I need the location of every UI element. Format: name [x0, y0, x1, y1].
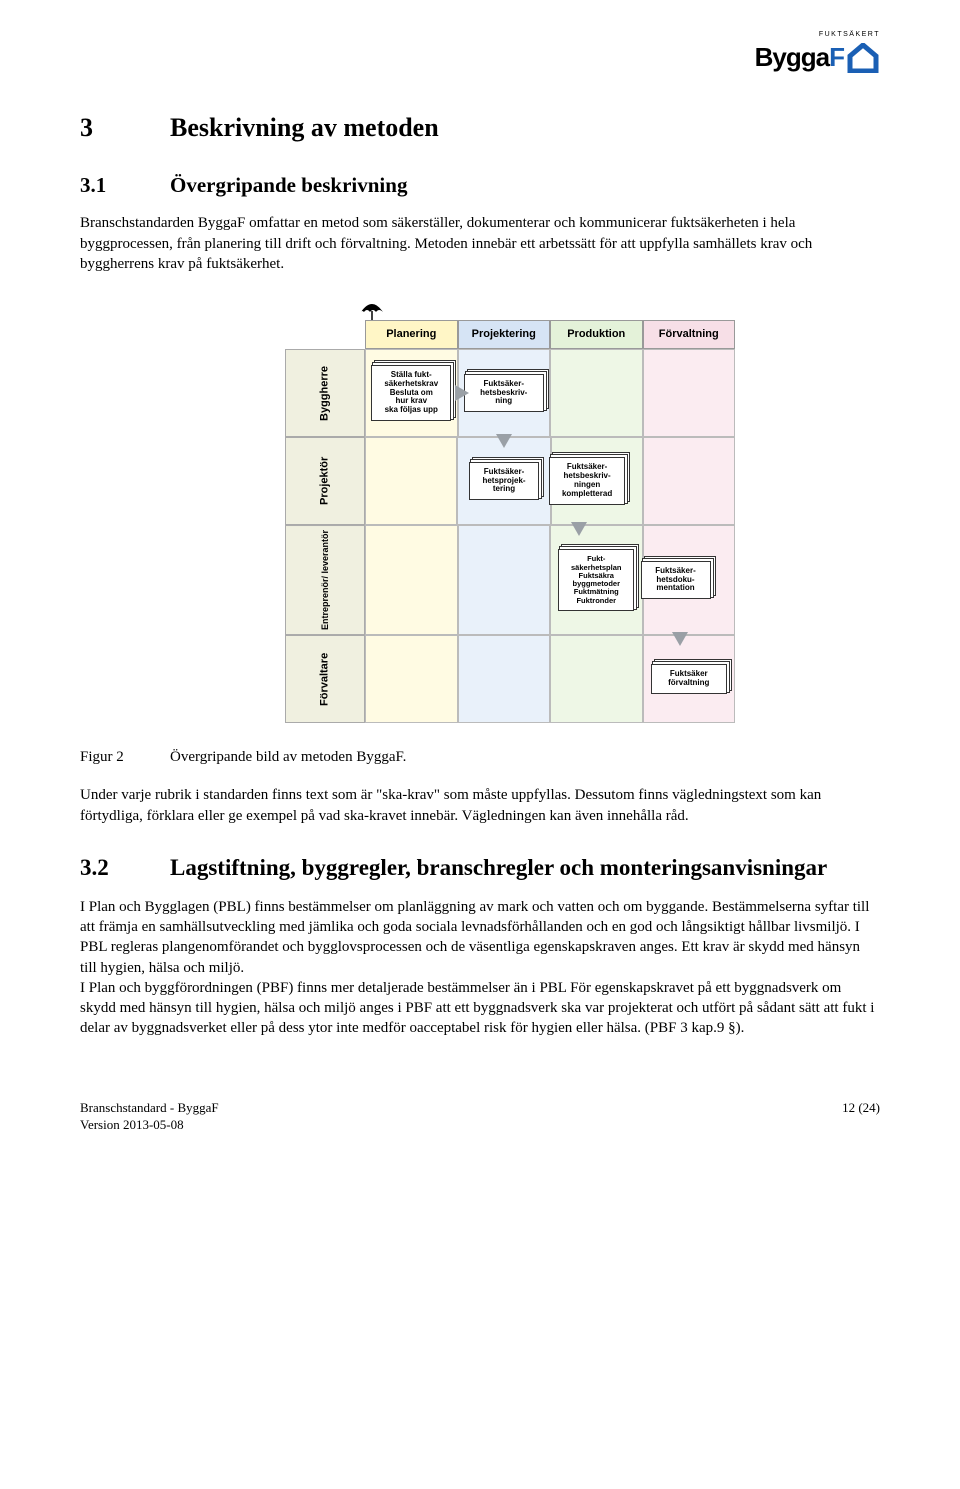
- lane-r1c1: Ställa fukt- säkerhetskrav Besluta om hu…: [365, 349, 458, 437]
- lane-r2c4: [643, 437, 735, 525]
- lane-r3c4: Fuktsäker- hetsdoku- mentation: [643, 525, 736, 635]
- section-3-number: 3: [80, 110, 170, 145]
- swim-row-projektor: ByggaF Rutiner/ Hjälp- medel Projektör F…: [285, 437, 735, 525]
- arrow-right-icon: [455, 385, 469, 401]
- house-icon: [846, 43, 880, 73]
- phase-head-planering: Planering: [365, 320, 458, 349]
- logo-text: ByggaF: [755, 40, 844, 75]
- role-projektor: Projektör: [285, 437, 365, 525]
- logo-part1: Bygga: [755, 42, 829, 72]
- card-beskrivning-kompletterad: Fuktsäker- hetsbeskriv- ningen komplette…: [549, 457, 625, 504]
- role-head-spacer: [285, 320, 365, 349]
- swim-row-forvaltare: ByggaF Rutiner/ Hjälp- medel Förvaltare …: [285, 635, 735, 723]
- section-31-text: Övergripande beskrivning: [170, 173, 407, 197]
- lane-r3c2: [458, 525, 551, 635]
- lane-r4c3: [550, 635, 643, 723]
- lane-r3c1: [365, 525, 458, 635]
- process-diagram: Planering Projektering Produktion Förval…: [225, 300, 735, 723]
- figure-number: Figur 2: [80, 747, 170, 767]
- lane-r4c4: Fuktsäker förvaltning: [643, 635, 736, 723]
- footer-page-number: 12 (24): [842, 1099, 880, 1134]
- section-32-para2: I Plan och byggförordningen (PBF) finns …: [80, 978, 880, 1039]
- arrow-down-icon: [571, 522, 587, 536]
- footer-doc-title: Branschstandard - ByggaF: [80, 1099, 219, 1117]
- role-forvaltare: Förvaltare: [285, 635, 365, 723]
- phase-head-produktion: Produktion: [550, 320, 643, 349]
- lane-r2c3: Fuktsäker- hetsbeskriv- ningen komplette…: [551, 437, 643, 525]
- figure-text: Övergripande bild av metoden ByggaF.: [170, 749, 406, 765]
- section-32-title: 3.2Lagstiftning, byggregler, branschregl…: [80, 852, 880, 883]
- section-31-para: Branschstandarden ByggaF omfattar en met…: [80, 213, 880, 274]
- arrow-down-icon: [496, 434, 512, 448]
- card-fuktsakerhetsplan: Fukt- säkerhetsplan Fuktsäkra byggmetode…: [558, 549, 634, 611]
- lane-r1c4: [643, 349, 736, 437]
- card-fuktsaker-forvaltning: Fuktsäker förvaltning: [651, 664, 727, 694]
- swim-row-entreprenor: ByggaF Rutiner/ Hjälp- medel Entreprenör…: [285, 525, 735, 635]
- footer-version: Version 2013-05-08: [80, 1116, 219, 1134]
- lane-r2c1: [365, 437, 457, 525]
- card-fuktprojektering: Fuktsäker- hetsprojek- tering: [469, 462, 539, 500]
- phase-head-forvaltning: Förvaltning: [643, 320, 736, 349]
- role-entreprenor: Entreprenör/ leverantör: [285, 525, 365, 635]
- umbrella-icon: [359, 300, 735, 322]
- section-32-text: Lagstiftning, byggregler, branschregler …: [170, 855, 827, 880]
- section-3-title: 3Beskrivning av metoden: [80, 110, 880, 145]
- card-fuktdokumentation: Fuktsäker- hetsdoku- mentation: [641, 561, 711, 599]
- logo-tagline: FUKTSÄKERT: [755, 30, 880, 39]
- logo: FUKTSÄKERT ByggaF: [755, 30, 880, 76]
- figure-caption: Figur 2Övergripande bild av metoden Bygg…: [80, 747, 880, 767]
- section-31-title: 3.1Övergripande beskrivning: [80, 171, 880, 199]
- lane-r1c3: [550, 349, 643, 437]
- para-after-figure: Under varje rubrik i standarden finns te…: [80, 785, 880, 826]
- lane-r4c1: [365, 635, 458, 723]
- section-32-number: 3.2: [80, 852, 170, 883]
- logo-part2: F: [829, 42, 844, 72]
- section-32-para1: I Plan och Bygglagen (PBL) finns bestämm…: [80, 897, 880, 978]
- lane-r3c3: Fukt- säkerhetsplan Fuktsäkra byggmetode…: [550, 525, 643, 635]
- lane-r1c2: Fuktsäker- hetsbeskriv- ning: [458, 349, 551, 437]
- page-footer: Branschstandard - ByggaF Version 2013-05…: [80, 1099, 880, 1134]
- logo-row: ByggaF: [755, 40, 880, 75]
- lane-r4c2: [458, 635, 551, 723]
- lane-r2c2: Fuktsäker- hetsprojek- tering: [457, 437, 551, 525]
- arrow-down-icon: [672, 632, 688, 646]
- section-31-number: 3.1: [80, 171, 170, 199]
- swim-row-byggherre: ByggaF Rutiner/ Hjälp- medel Byggherre S…: [285, 349, 735, 437]
- diagram-header-row: Planering Projektering Produktion Förval…: [285, 320, 735, 349]
- section-3-text: Beskrivning av metoden: [170, 113, 439, 142]
- role-byggherre: Byggherre: [285, 349, 365, 437]
- card-fuktsakerhetsbeskrivning: Fuktsäker- hetsbeskriv- ning: [464, 374, 544, 412]
- footer-left: Branschstandard - ByggaF Version 2013-05…: [80, 1099, 219, 1134]
- card-stalla-krav: Ställa fukt- säkerhetskrav Besluta om hu…: [371, 365, 451, 421]
- phase-head-projektering: Projektering: [458, 320, 551, 349]
